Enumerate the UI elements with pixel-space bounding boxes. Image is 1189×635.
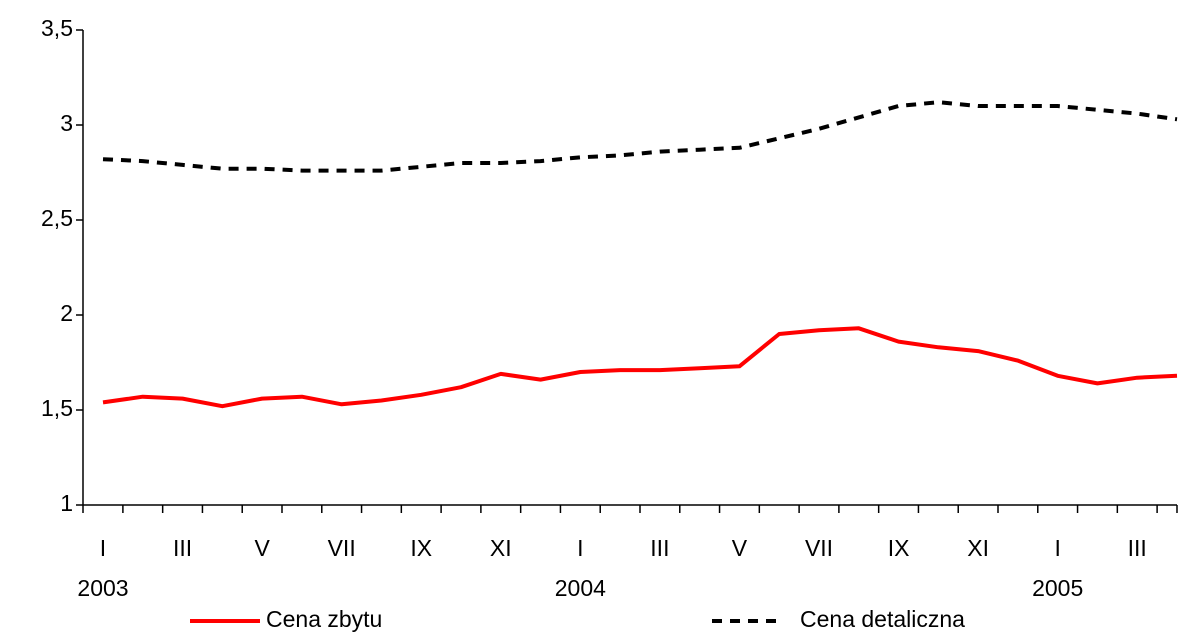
x-tick-label: V xyxy=(254,535,270,561)
legend-label: Cena zbytu xyxy=(266,606,382,632)
series-line xyxy=(102,326,1178,409)
x-tick-label: IX xyxy=(410,535,432,561)
x-tick-label: I xyxy=(100,535,106,561)
y-tick-label: 1 xyxy=(60,490,73,516)
year-label: 2003 xyxy=(77,575,128,601)
x-tick-label: IX xyxy=(888,535,910,561)
x-tick-label: I xyxy=(1054,535,1060,561)
x-tick-label: I xyxy=(577,535,583,561)
x-tick-label: VII xyxy=(328,535,356,561)
x-tick-label: V xyxy=(732,535,748,561)
series-line xyxy=(102,100,1178,173)
y-tick-label: 1,5 xyxy=(41,395,73,421)
x-tick-label: III xyxy=(173,535,192,561)
x-tick-label: XI xyxy=(490,535,512,561)
year-label: 2004 xyxy=(555,575,606,601)
x-tick-label: III xyxy=(1128,535,1147,561)
y-tick-label: 3,5 xyxy=(41,15,73,41)
y-tick-label: 3 xyxy=(60,110,73,136)
legend-label: Cena detaliczna xyxy=(800,606,965,632)
year-label: 2005 xyxy=(1032,575,1083,601)
x-tick-label: III xyxy=(650,535,669,561)
y-tick-label: 2 xyxy=(60,300,73,326)
y-tick-label: 2,5 xyxy=(41,205,73,231)
x-tick-label: VII xyxy=(805,535,833,561)
x-tick-label: XI xyxy=(967,535,989,561)
